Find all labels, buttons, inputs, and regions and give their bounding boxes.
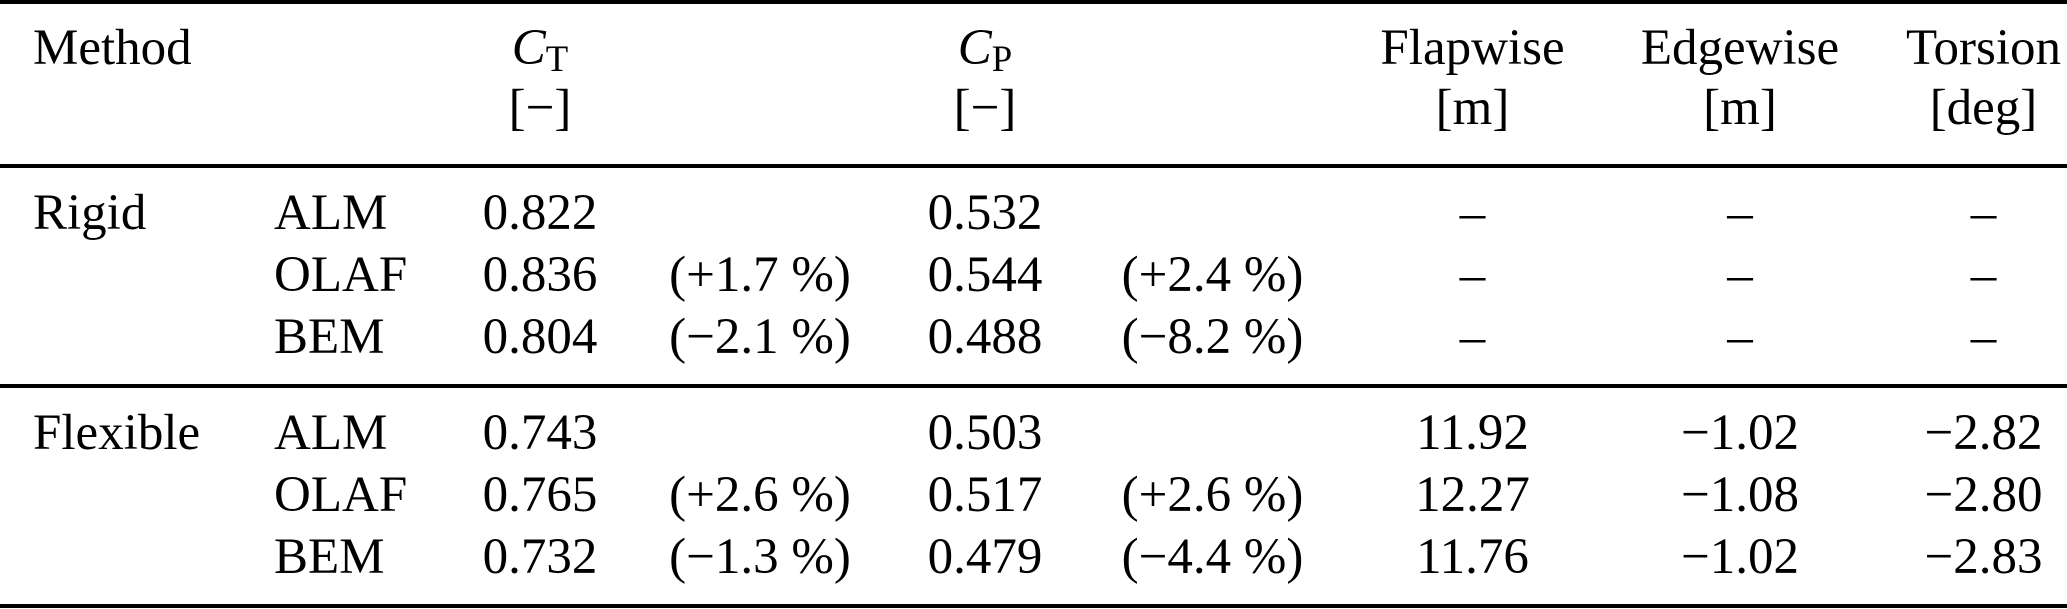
cell-flapwise: –	[1459, 185, 1486, 241]
header-edgewise-label: Edgewise	[1640, 20, 1840, 76]
group-label: Flexible	[33, 405, 201, 461]
cell-ct: 0.732	[482, 529, 598, 585]
cp-variable: C	[957, 20, 992, 76]
cell-cp-delta: (+2.4 %)	[1121, 247, 1304, 303]
cell-ct: 0.804	[482, 309, 598, 365]
cell-ct-delta: (−1.3 %)	[669, 529, 851, 585]
ct-subscript: T	[545, 37, 569, 79]
cell-torsion: −2.82	[1924, 405, 2043, 461]
cell-ct: 0.743	[482, 405, 598, 461]
table-header: Method CT [−] CP [−] Flapwise [m]	[0, 2, 2067, 166]
cell-ct-delta	[610, 166, 910, 244]
cell-method: BEM	[274, 309, 385, 365]
header-row: Method CT [−] CP [−] Flapwise [m]	[0, 2, 2067, 166]
group-flexible: Flexible ALM 0.743 0.503 11.92 −1.02 −2.…	[0, 386, 2067, 606]
cell-cp: 0.503	[927, 405, 1043, 461]
table-row-rigid-alm: Rigid ALM 0.822 0.532 – – –	[0, 166, 2067, 244]
table-row-flexible-bem: BEM 0.732 (−1.3 %) 0.479 (−4.4 %) 11.76 …	[0, 526, 2067, 606]
cell-flapwise: 12.27	[1415, 467, 1530, 523]
cell-cp: 0.532	[927, 185, 1043, 241]
header-cp-symbol: CP	[910, 18, 1060, 78]
cell-torsion: –	[1970, 185, 1997, 241]
header-method-label: Method	[33, 20, 192, 76]
cell-edgewise: −1.02	[1680, 529, 1799, 585]
cell-cp: 0.479	[927, 529, 1043, 585]
cell-ct: 0.765	[482, 467, 598, 523]
col-header-cp: CP [−]	[910, 2, 1060, 166]
col-header-flapwise: Flapwise [m]	[1365, 2, 1580, 166]
header-edgewise-unit: [m]	[1703, 80, 1777, 136]
cell-method: OLAF	[274, 467, 408, 523]
table-row-flexible-olaf: OLAF 0.765 (+2.6 %) 0.517 (+2.6 %) 12.27…	[0, 464, 2067, 526]
group-rigid: Rigid ALM 0.822 0.532 – – – OLAF 0.836 (…	[0, 166, 2067, 386]
cell-torsion: −2.83	[1924, 529, 2043, 585]
cell-flapwise: –	[1459, 247, 1486, 303]
header-flapwise-unit: [m]	[1435, 80, 1510, 136]
cp-subscript: P	[991, 37, 1013, 79]
cell-torsion: –	[1970, 247, 1997, 303]
cell-cp: 0.517	[927, 467, 1043, 523]
cell-ct-delta: (+2.6 %)	[669, 467, 851, 523]
header-torsion-label: Torsion	[1905, 20, 2062, 76]
group-label-spacer	[0, 464, 270, 526]
cell-torsion: −2.80	[1924, 467, 2043, 523]
header-cp-unit: [−]	[953, 80, 1017, 136]
header-ct-unit: [−]	[508, 80, 572, 136]
col-header-submethod-empty	[270, 2, 470, 166]
cell-cp-delta: (−4.4 %)	[1121, 529, 1304, 585]
col-header-method: Method	[0, 2, 270, 166]
cell-ct-delta: (−2.1 %)	[669, 309, 851, 365]
table-row-rigid-olaf: OLAF 0.836 (+1.7 %) 0.544 (+2.4 %) – – –	[0, 244, 2067, 306]
cell-edgewise: –	[1727, 309, 1753, 365]
col-header-edgewise: Edgewise [m]	[1580, 2, 1900, 166]
cell-cp-delta: (−8.2 %)	[1121, 309, 1304, 365]
cell-method: OLAF	[274, 247, 408, 303]
cell-ct: 0.836	[482, 247, 598, 303]
ct-variable: C	[511, 20, 546, 76]
table-row-rigid-bem: BEM 0.804 (−2.1 %) 0.488 (−8.2 %) – – –	[0, 306, 2067, 386]
group-label: Rigid	[33, 185, 147, 241]
cell-flapwise: –	[1459, 309, 1486, 365]
col-header-ct-delta-empty	[610, 2, 910, 166]
cell-cp: 0.544	[927, 247, 1043, 303]
cell-cp-delta: (+2.6 %)	[1121, 467, 1304, 523]
header-method-unit-spacer	[33, 78, 270, 138]
col-header-ct: CT [−]	[470, 2, 610, 166]
cell-cp: 0.488	[927, 309, 1043, 365]
cell-edgewise: −1.02	[1680, 405, 1799, 461]
cell-edgewise: −1.08	[1680, 467, 1799, 523]
header-torsion-unit: [deg]	[1929, 80, 2038, 136]
header-flapwise-label: Flapwise	[1380, 20, 1565, 76]
cell-edgewise: –	[1727, 185, 1753, 241]
group-label-spacer	[0, 526, 270, 606]
col-header-cp-delta-empty	[1060, 2, 1365, 166]
cell-ct: 0.822	[482, 185, 598, 241]
group-label-spacer	[0, 244, 270, 306]
col-header-torsion: Torsion [deg]	[1900, 2, 2067, 166]
cell-cp-delta	[1060, 386, 1365, 464]
header-ct-symbol: CT	[470, 18, 610, 78]
cell-flapwise: 11.92	[1416, 405, 1529, 461]
cell-edgewise: –	[1727, 247, 1753, 303]
cell-torsion: –	[1970, 309, 1997, 365]
cell-method: ALM	[274, 405, 388, 461]
cell-ct-delta	[610, 386, 910, 464]
cell-method: ALM	[274, 185, 388, 241]
cell-cp-delta	[1060, 166, 1365, 244]
cell-flapwise: 11.76	[1416, 529, 1529, 585]
cell-ct-delta: (+1.7 %)	[669, 247, 851, 303]
group-label-spacer	[0, 306, 270, 386]
table-row-flexible-alm: Flexible ALM 0.743 0.503 11.92 −1.02 −2.…	[0, 386, 2067, 464]
cell-method: BEM	[274, 529, 385, 585]
